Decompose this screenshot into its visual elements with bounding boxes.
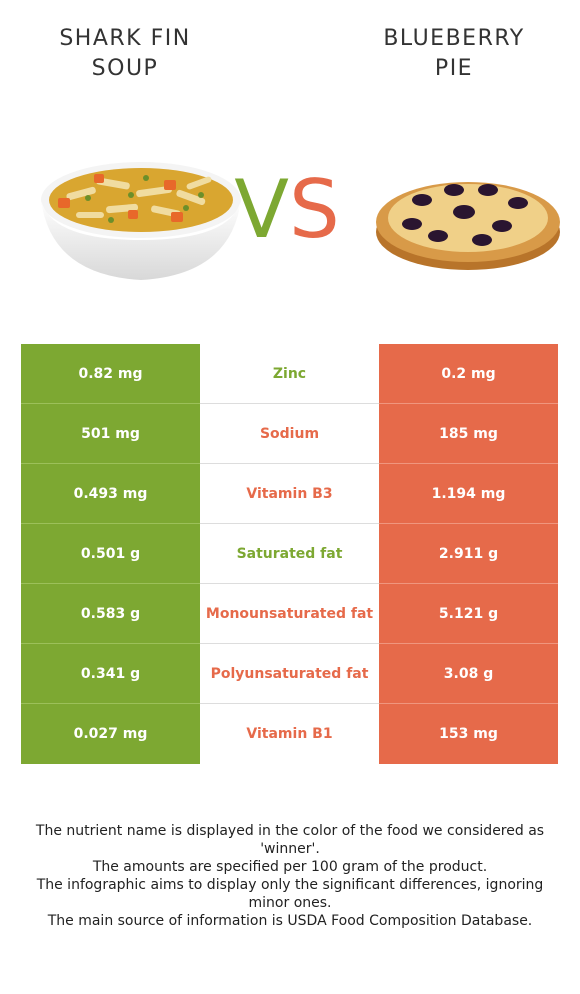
right-value: 185 mg [379,404,558,464]
right-value: 5.121 g [379,584,558,644]
nutrient-name: Vitamin B3 [200,464,379,524]
table-row: 0.493 mg Vitamin B3 1.194 mg [21,464,558,524]
table-row: 501 mg Sodium 185 mg [21,404,558,464]
table-row: 0.027 mg Vitamin B1 153 mg [21,704,558,764]
soup-bowl-image [41,162,241,280]
table-row: 0.341 g Polyunsaturated fat 3.08 g [21,644,558,704]
left-value: 0.583 g [21,584,200,644]
vs-label: VS [222,160,352,260]
right-value: 3.08 g [379,644,558,704]
footnote: The nutrient name is displayed in the co… [20,822,560,930]
nutrient-name: Sodium [200,404,379,464]
right-value: 0.2 mg [379,344,558,404]
left-value: 0.341 g [21,644,200,704]
footnote-line: The main source of information is USDA F… [47,913,533,929]
nutrient-name: Vitamin B1 [200,704,379,764]
footnote-line: The nutrient name is displayed in the co… [35,823,545,857]
blueberry-pie-image [376,182,560,270]
vs-v: V [234,163,289,256]
table-row: 0.82 mg Zinc 0.2 mg [21,344,558,404]
right-value: 2.911 g [379,524,558,584]
right-value: 153 mg [379,704,558,764]
nutrient-name: Saturated fat [200,524,379,584]
food-title-left: SHARK FIN SOUP [59,26,191,81]
footnote-line: The amounts are specified per 100 gram o… [92,859,488,875]
footnote-line: The infographic aims to display only the… [36,877,544,911]
left-value: 0.027 mg [21,704,200,764]
food-title-right: BLUEBERRY PIE [383,26,525,81]
left-value: 0.82 mg [21,344,200,404]
right-value: 1.194 mg [379,464,558,524]
nutrient-name: Zinc [200,344,379,404]
vs-s: S [288,163,340,256]
table-row: 0.501 g Saturated fat 2.911 g [21,524,558,584]
nutrient-name: Polyunsaturated fat [200,644,379,704]
nutrient-name: Monounsaturated fat [200,584,379,644]
nutrient-comparison-table: 0.82 mg Zinc 0.2 mg 501 mg Sodium 185 mg… [21,344,558,764]
left-value: 0.493 mg [21,464,200,524]
left-value: 501 mg [21,404,200,464]
table-row: 0.583 g Monounsaturated fat 5.121 g [21,584,558,644]
left-value: 0.501 g [21,524,200,584]
